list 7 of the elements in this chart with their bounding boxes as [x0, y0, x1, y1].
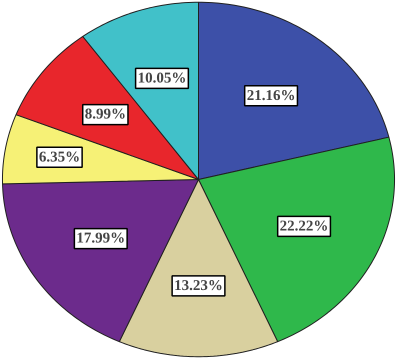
data-label: 10.05% [138, 70, 186, 86]
data-label: 6.35% [38, 149, 80, 166]
data-label: 13.23% [174, 278, 223, 294]
data-label: 8.99% [84, 106, 126, 123]
data-label: 21.16% [246, 88, 296, 104]
data-label: 22.22% [280, 218, 328, 234]
data-label: 17.99% [76, 230, 126, 247]
